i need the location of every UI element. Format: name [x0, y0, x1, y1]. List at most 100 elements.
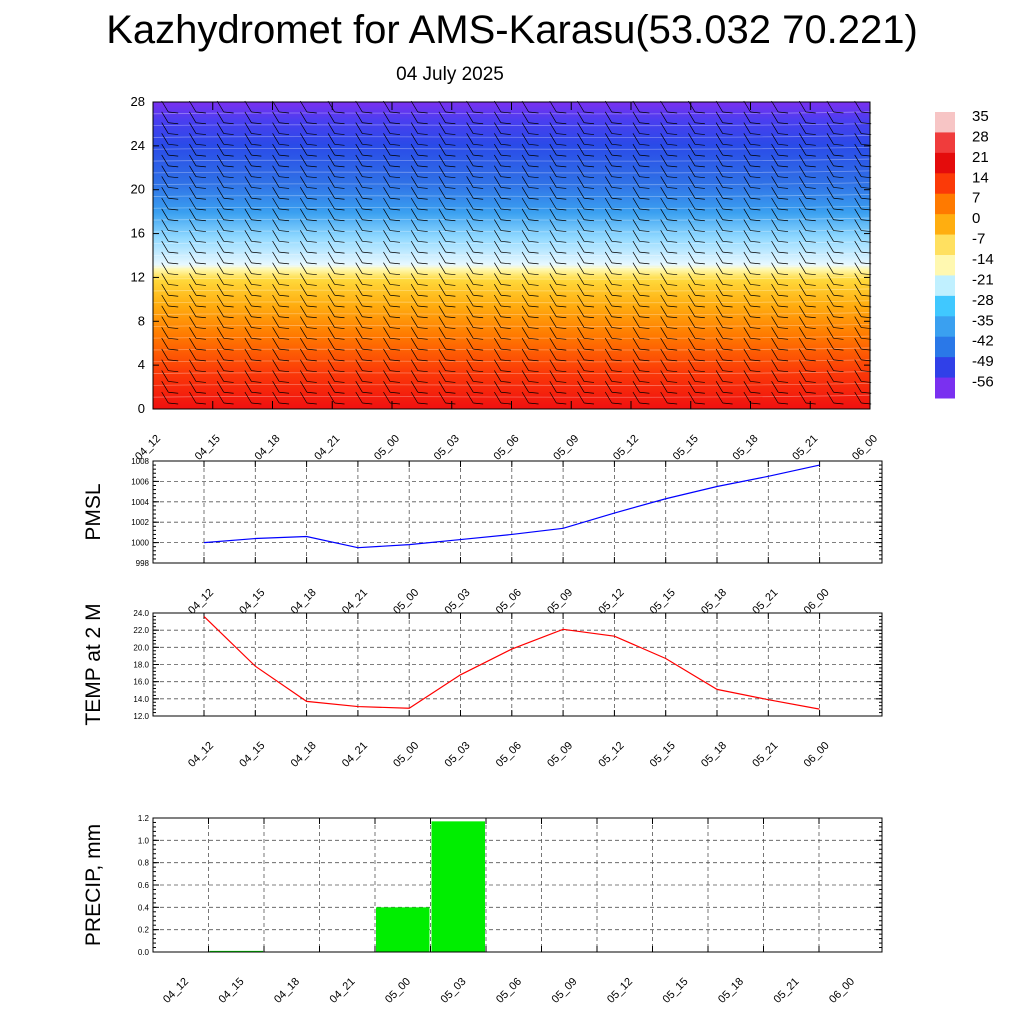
x-tick-label: 04_12 — [186, 740, 216, 770]
wind-barb — [272, 165, 280, 177]
wind-barb — [189, 370, 197, 382]
wind-barb-flag — [611, 176, 622, 179]
wind-barb — [854, 391, 862, 404]
wind-barb — [438, 187, 446, 199]
wind-barb — [854, 165, 862, 177]
wind-barb — [355, 230, 363, 242]
wind-barb-flag — [362, 122, 373, 125]
wind-barb-flag — [251, 176, 262, 179]
wind-barb-flag — [279, 370, 290, 373]
x-tick-label: 04_12 — [186, 587, 216, 617]
x-tick-label: 04_21 — [340, 587, 370, 617]
wind-barb — [355, 219, 363, 231]
wind-barb-flag — [805, 348, 816, 351]
wind-barb — [189, 100, 197, 113]
wind-barb — [826, 262, 834, 274]
wind-barb-flag — [611, 154, 622, 157]
wind-barb-flag — [390, 176, 400, 179]
colorbar-label: 28 — [972, 128, 989, 145]
wind-barb — [410, 251, 419, 264]
wind-barb — [189, 230, 197, 242]
wind-barb — [798, 219, 807, 231]
wind-barb-flag — [390, 359, 400, 362]
wind-barb — [660, 348, 668, 361]
wind-barb-flag — [556, 348, 567, 351]
wind-barb-flag — [417, 359, 428, 362]
wind-barb — [715, 327, 724, 339]
wind-barb — [826, 327, 834, 339]
wind-barb — [771, 240, 779, 253]
wind-barb — [244, 197, 252, 210]
wind-barb — [688, 154, 696, 167]
wind-barb — [743, 208, 751, 220]
wind-barb — [216, 359, 225, 371]
wind-barb-flag — [168, 391, 179, 394]
wind-barb — [438, 381, 446, 393]
wind-barb — [327, 337, 335, 350]
wind-barb-flag — [223, 294, 234, 297]
wind-barb-flag — [694, 273, 705, 276]
wind-barb — [743, 100, 751, 113]
wind-barb — [216, 176, 225, 188]
x-tick-label: 05_15 — [648, 587, 678, 617]
wind-barb-flag — [584, 251, 595, 254]
wind-barb — [743, 187, 751, 199]
y-tick-label: 16 — [131, 226, 145, 241]
wind-barb-flag — [195, 337, 206, 340]
wind-barb-flag — [500, 359, 511, 362]
wind-barb — [327, 176, 335, 188]
wind-barb-flag — [390, 381, 400, 383]
wind-barb-flag — [334, 240, 345, 243]
wind-barb — [632, 122, 640, 134]
wind-barb-flag — [223, 359, 234, 362]
wind-barb-flag — [168, 381, 179, 383]
wind-barb — [826, 305, 834, 317]
wind-barb-flag — [694, 381, 705, 383]
wind-barb-flag — [667, 337, 678, 340]
wind-barb-flag — [168, 284, 179, 286]
wind-barb — [466, 305, 474, 317]
wind-barb — [632, 284, 640, 296]
wind-barb-flag — [694, 219, 705, 222]
wind-barb-flag — [473, 391, 484, 394]
wind-barb — [771, 154, 779, 167]
wind-barb-flag — [417, 240, 428, 243]
wind-barb-flag — [500, 262, 511, 265]
wind-barb — [771, 391, 779, 404]
wind-barb-flag — [584, 187, 595, 189]
wind-barb — [272, 262, 280, 274]
wind-barb — [549, 370, 557, 382]
wind-barb-flag — [611, 197, 622, 200]
wind-barb-flag — [334, 111, 345, 114]
wind-barb — [216, 262, 225, 274]
wind-barb-flag — [500, 348, 511, 351]
wind-barb-flag — [667, 154, 678, 157]
wind-barb-flag — [417, 391, 428, 394]
wind-barb-flag — [473, 219, 484, 222]
wind-barb — [189, 208, 197, 220]
wind-barb-flag — [528, 316, 539, 319]
wind-barb — [161, 230, 169, 242]
wind-barb-flag — [417, 143, 428, 146]
wind-barb-flag — [390, 348, 400, 351]
wind-barb — [854, 305, 862, 317]
wind-barb — [826, 133, 834, 145]
wind-barb — [189, 262, 197, 274]
wind-barb-flag — [694, 305, 705, 308]
wind-barb — [355, 100, 363, 113]
wind-barb-flag — [279, 273, 290, 276]
wind-barb-flag — [639, 381, 650, 383]
wind-barb — [632, 327, 640, 339]
wind-barb — [189, 273, 197, 285]
wind-barb-flag — [223, 402, 234, 405]
wind-barb — [299, 381, 308, 393]
wind-barb-flag — [722, 111, 733, 114]
wind-barb-flag — [334, 348, 345, 351]
wind-barb-flag — [362, 359, 373, 362]
wind-barb — [355, 294, 363, 307]
wind-barb — [272, 284, 280, 296]
wind-barb-flag — [584, 273, 595, 276]
wind-barb-flag — [334, 262, 345, 265]
wind-barb — [521, 284, 529, 296]
wind-barb — [743, 284, 751, 296]
